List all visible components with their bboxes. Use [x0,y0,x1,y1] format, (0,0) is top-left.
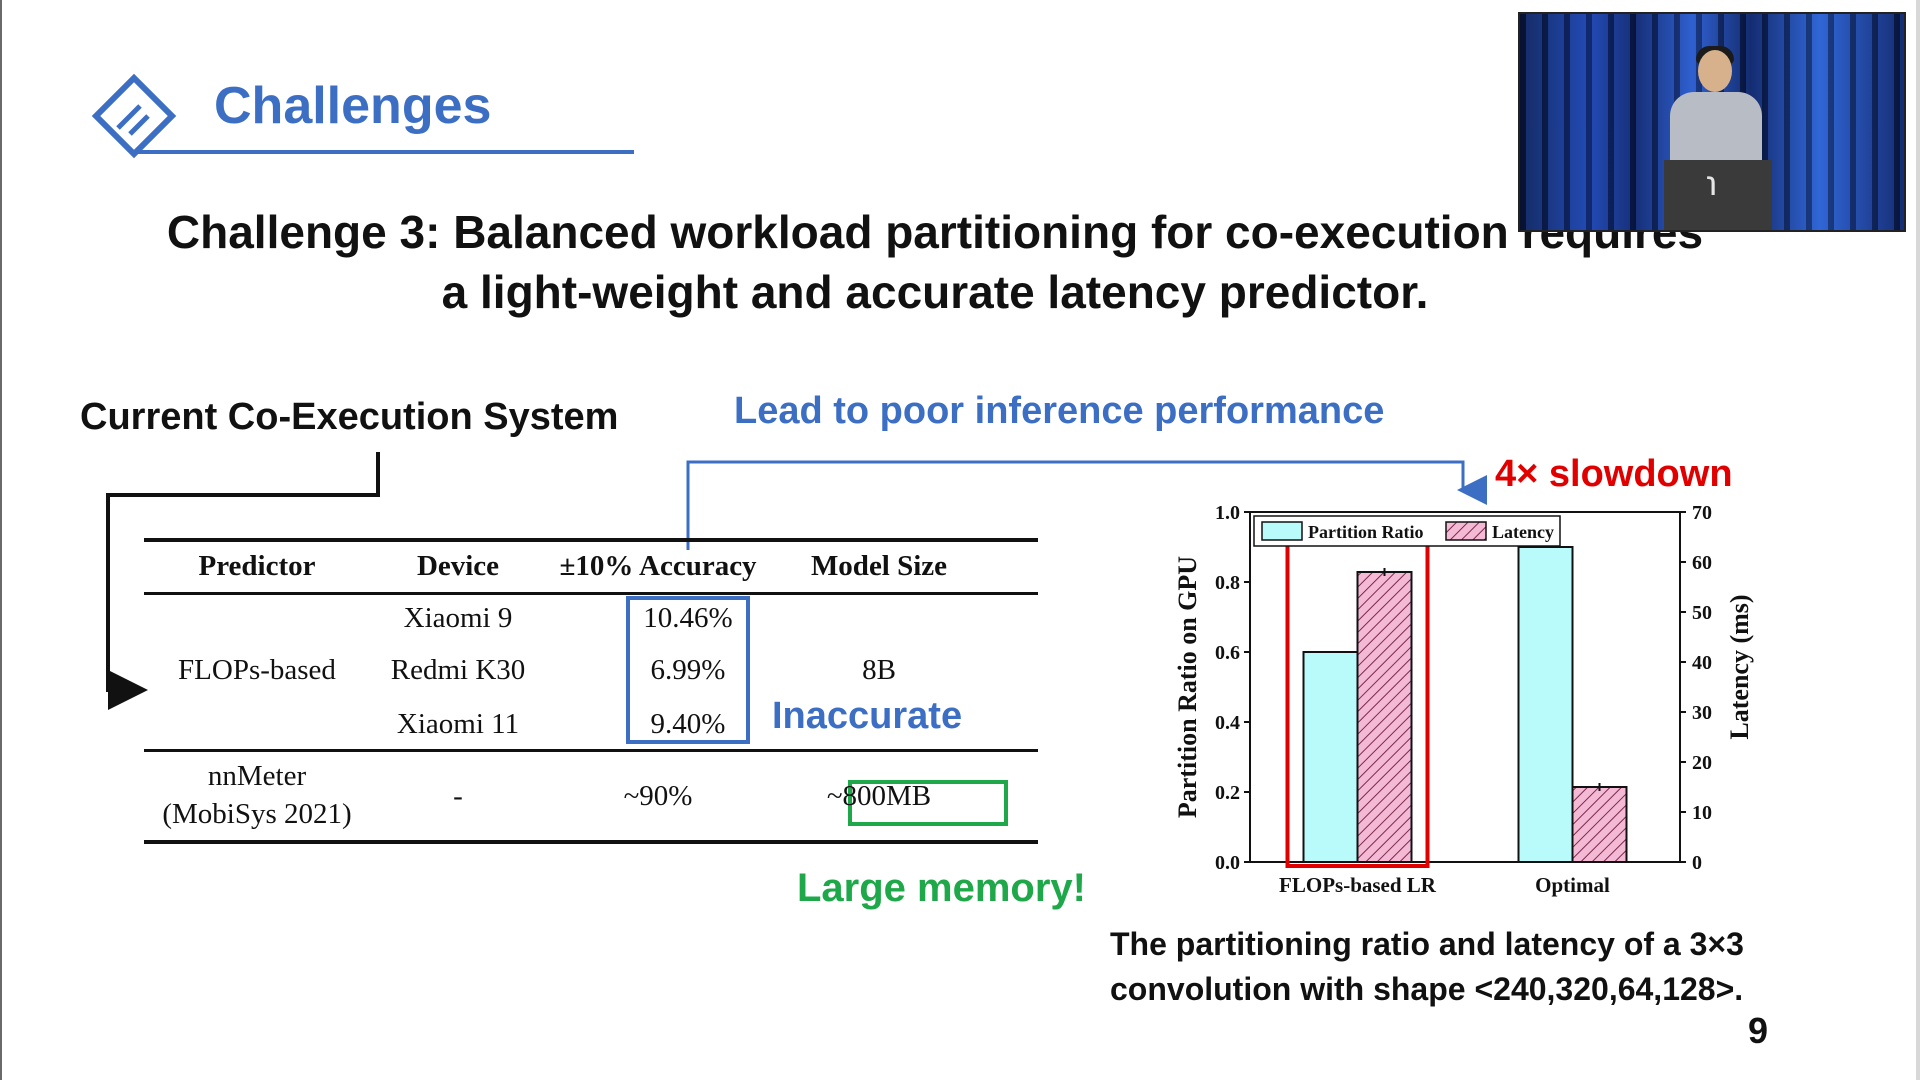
table-cell-accuracy: 6.99% [650,654,726,686]
left-axis-title: Partition Ratio on GPU [1173,556,1202,818]
slide-title: Challenges [214,77,492,135]
left-axis-tick-label: 0.8 [1215,572,1240,594]
bar-partition-ratio [1302,651,1359,863]
right-axis-tick-label: 40 [1692,652,1712,674]
right-axis-tick-label: 0 [1692,852,1702,874]
bar-latency [1356,571,1413,863]
table-top-rule [144,538,1038,542]
bar-latency [1571,786,1628,863]
chart-bars [1285,542,1628,868]
caption-line-1: The partitioning ratio and latency of a … [1110,926,1744,962]
table-cell-nnmeter-name: nnMeter [207,760,307,792]
table-cell-flops-predictor: FLOPs-based [178,654,336,686]
right-axis-tick-label: 30 [1692,702,1712,724]
legend-swatch-ratio [1261,521,1303,541]
left-axis-tick-label: 0.4 [1215,712,1240,734]
callout-large-memory: Large memory! [797,866,1086,910]
challenge-headline: Challenge 3: Balanced workload partition… [100,202,1770,322]
presenter-body [1670,92,1762,172]
legend-swatch-latency [1445,521,1487,541]
legend-label-latency: Latency [1492,522,1554,542]
table-cell-accuracy: 9.40% [650,708,726,740]
chart-labels: 0.0 0.2 0.4 0.6 0.8 1.0 0 10 20 30 40 50 60 70 Partiti… [1173,502,1754,897]
section-label: Current Co-Execution System [80,396,619,438]
table-cell-nnmeter-device: - [453,780,463,812]
headline-line-2: a light-weight and accurate latency pred… [441,266,1429,318]
caption-line-2: convolution with shape <240,320,64,128>. [1110,971,1744,1007]
right-axis-tick-label: 60 [1692,552,1712,574]
right-axis-tick-label: 20 [1692,752,1712,774]
headline-line-1: Challenge 3: Balanced workload partition… [166,206,1704,258]
callout-slowdown: 4× slowdown [1495,453,1733,495]
window-edge-right [1916,0,1920,1080]
chart-legend: Partition Ratio Latency [1253,515,1561,547]
legend-label-ratio: Partition Ratio [1308,522,1423,542]
table-header-predictor: Predictor [198,550,316,582]
left-axis-tick-label: 0.6 [1215,642,1240,664]
table-cell-nnmeter-model-size: ~800MB [826,780,932,812]
page-number: 9 [1748,1010,1769,1051]
model-size-highlight-box [848,780,1008,826]
category-label: Optimal [1535,873,1610,897]
table-header-rule [144,592,1038,595]
table-cell-accuracy: 10.46% [643,602,733,634]
chart-axes [1244,511,1686,863]
legend-frame [1253,515,1561,547]
table-cell-device: Xiaomi 11 [396,708,520,740]
table-cell-device: Xiaomi 9 [403,602,513,634]
bar-partition-ratio [1517,546,1574,863]
table-header-model-size: Model Size [810,550,948,582]
left-axis-tick-label: 0.0 [1215,852,1240,874]
podium-logo: ℩ [1706,164,1718,204]
table-mid-rule [144,749,1038,752]
right-axis-title: Latency (ms) [1725,594,1754,739]
partition-latency-chart: 0.0 0.2 0.4 0.6 0.8 1.0 0 10 20 30 40 50 60 70 Partiti… [1173,502,1754,897]
diamond-icon [91,73,177,159]
accuracy-highlight-box [626,596,750,744]
left-axis-tick-label: 1.0 [1215,502,1240,524]
presenter-video: ℩ [1518,12,1906,232]
table-cell-nnmeter-accuracy: ~90% [623,780,693,812]
table-header-accuracy: ±10% Accuracy [559,550,757,582]
plot-frame [1249,511,1681,863]
table-cell-device: Redmi K30 [390,654,526,686]
table-cell-flops-model-size: 8B [862,654,896,686]
right-axis-tick-label: 10 [1692,802,1712,824]
table-header-device: Device [416,550,500,582]
callout-inaccurate: Inaccurate [772,695,963,737]
left-axis-tick-label: 0.2 [1215,782,1240,804]
table-cell-nnmeter-venue: (MobiSys 2021) [162,798,352,830]
right-axis-tick-label: 50 [1692,602,1712,624]
podium [1664,160,1772,230]
performance-connector-arrow [686,460,1487,550]
callout-poor-performance: Lead to poor inference performance [734,390,1385,432]
category-label: FLOPs-based LR [1279,873,1437,897]
table-bottom-rule [144,840,1038,844]
system-connector-arrow [106,452,380,710]
presenter-head [1698,50,1732,92]
title-underline [132,150,634,154]
window-edge-left [0,0,2,1080]
right-axis-tick-label: 70 [1692,502,1712,524]
chart-caption: The partitioning ratio and latency of a … [1110,922,1870,1012]
